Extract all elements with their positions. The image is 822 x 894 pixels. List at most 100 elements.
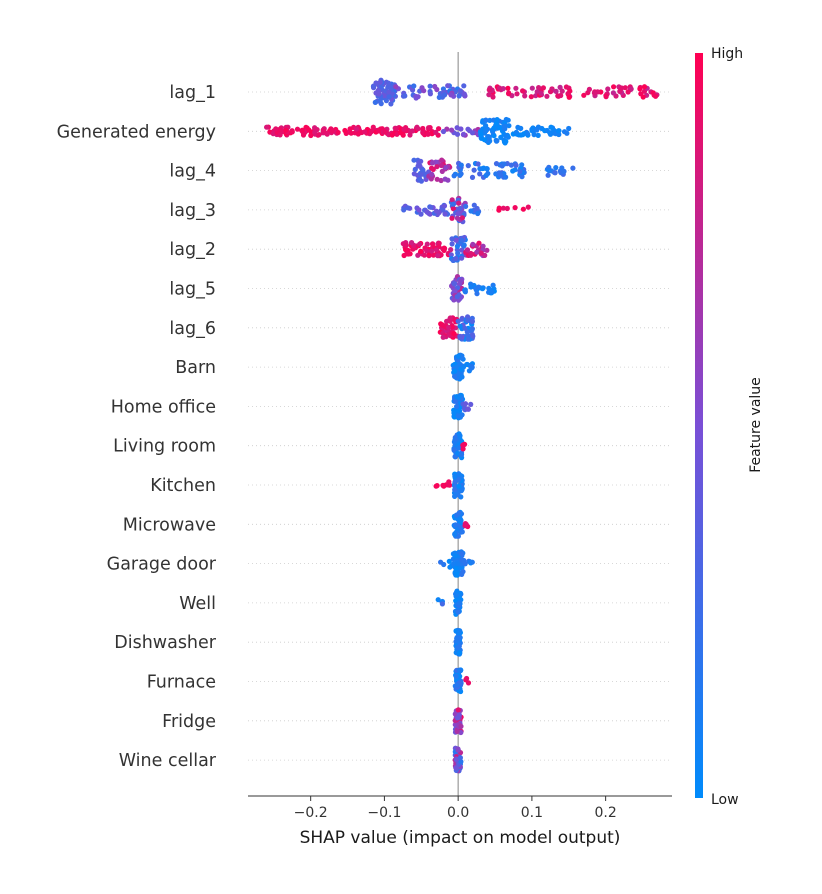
shap-point	[456, 93, 462, 99]
shap-point	[283, 127, 289, 133]
shap-point	[465, 126, 471, 132]
shap-point	[546, 167, 552, 174]
x-tick-label: −0.1	[367, 805, 401, 821]
shap-point	[436, 126, 442, 132]
shap-point	[438, 559, 444, 565]
shap-point	[377, 79, 383, 85]
shap-point	[475, 161, 481, 167]
feature-label: Microwave	[123, 515, 216, 535]
shap-point	[312, 129, 318, 135]
shap-point	[463, 203, 469, 209]
shap-point	[452, 531, 458, 537]
shap-point	[393, 84, 399, 90]
shap-point	[570, 165, 576, 171]
shap-point	[454, 215, 461, 221]
shap-point	[458, 162, 464, 168]
shap-point	[451, 331, 457, 337]
shap-point	[502, 123, 508, 129]
x-axis-label: SHAP value (impact on model output)	[300, 828, 621, 848]
shap-point	[468, 363, 475, 369]
shap-point	[478, 250, 484, 256]
shap-point	[424, 248, 430, 254]
shap-point	[458, 126, 464, 132]
shap-point	[457, 88, 464, 94]
shap-point	[528, 94, 534, 100]
shap-point	[335, 129, 341, 136]
shap-point	[637, 86, 643, 92]
shap-point	[505, 117, 511, 123]
shap-point	[469, 174, 476, 180]
shap-point	[458, 759, 464, 765]
shap-point	[455, 353, 461, 359]
shap-point	[553, 88, 559, 94]
shap-point	[455, 250, 461, 256]
shap-point	[481, 137, 487, 143]
shap-point	[490, 94, 496, 100]
shap-point	[416, 177, 422, 183]
shap-point	[581, 92, 587, 98]
shap-point	[459, 316, 465, 322]
shap-point	[264, 124, 270, 130]
shap-point	[471, 167, 477, 173]
shap-point	[452, 398, 458, 404]
shap-point	[468, 401, 474, 407]
feature-label: lag_3	[169, 201, 216, 221]
shap-point	[433, 129, 439, 135]
feature-label: Well	[179, 594, 216, 614]
shap-point	[452, 373, 458, 379]
shap-point	[465, 314, 471, 320]
x-tick-label: 0.1	[521, 805, 543, 821]
shap-point	[415, 94, 421, 100]
shap-point	[458, 278, 464, 284]
shap-point	[502, 140, 508, 146]
feature-label: Fridge	[162, 712, 216, 732]
shap-point	[442, 164, 449, 171]
shap-point	[401, 207, 407, 213]
shap-point	[465, 318, 471, 324]
shap-point	[308, 132, 314, 139]
shap-point	[417, 241, 423, 247]
shap-point	[469, 130, 476, 136]
shap-point	[452, 288, 458, 294]
shap-point	[388, 85, 394, 91]
shap-point	[403, 242, 409, 248]
shap-point	[440, 128, 447, 135]
shap-point	[409, 128, 415, 134]
shap-point	[555, 93, 561, 99]
shap-point	[453, 565, 459, 571]
shap-point	[452, 487, 458, 493]
shap-point	[405, 205, 411, 211]
shap-point	[382, 129, 388, 135]
shap-point	[428, 204, 434, 210]
shap-point	[456, 667, 462, 673]
shap-point	[548, 124, 554, 130]
shap-point	[389, 132, 395, 138]
shap-point	[419, 85, 425, 91]
shap-point	[394, 125, 400, 132]
feature-rows: lag_1 Generated energy lag_4 lag_3 lag_2 lag_…	[57, 83, 672, 771]
shap-point	[320, 128, 327, 134]
shap-point	[478, 132, 484, 138]
shap-point	[625, 89, 631, 95]
shap-point	[459, 412, 465, 418]
shap-point	[446, 324, 452, 330]
shap-point	[458, 723, 464, 730]
shap-point	[465, 336, 471, 342]
shap-point	[452, 553, 458, 559]
shap-point	[425, 131, 431, 137]
shap-point	[555, 128, 562, 134]
shap-point	[449, 127, 455, 133]
shap-point	[405, 251, 411, 257]
shap-point	[456, 483, 462, 489]
shap-point	[418, 248, 424, 254]
shap-point	[496, 207, 502, 213]
shap-point	[455, 715, 461, 721]
shap-point	[591, 90, 598, 96]
shap-point	[433, 483, 439, 489]
shap-point	[457, 172, 463, 178]
shap-point	[436, 209, 442, 216]
feature-label: Garage door	[107, 555, 217, 575]
shap-point	[447, 564, 453, 570]
shap-point	[479, 286, 486, 292]
shap-point	[525, 204, 531, 210]
